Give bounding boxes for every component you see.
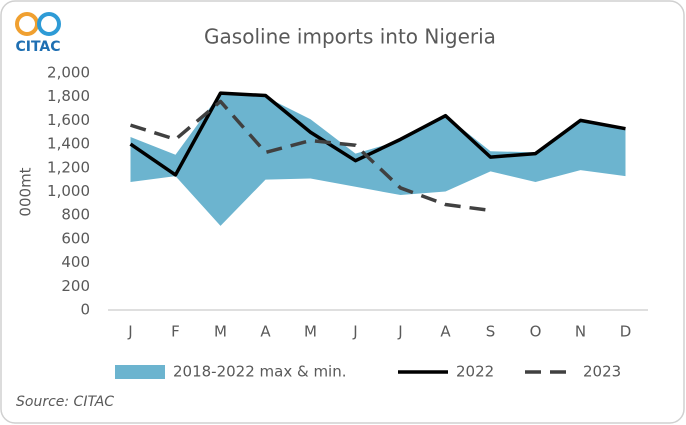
y-tick-label: 800 — [61, 206, 90, 224]
x-tick-label: J — [127, 323, 132, 341]
y-tick-label: 400 — [61, 253, 90, 271]
x-tick-label: M — [304, 323, 317, 341]
y-tick-label: 1,000 — [47, 182, 90, 200]
x-tick-label: D — [620, 323, 632, 341]
y-tick-label: 600 — [61, 229, 90, 247]
y-tick-label: 1,800 — [47, 87, 90, 105]
x-tick-label: A — [260, 323, 271, 341]
legend-label: 2018-2022 max & min. — [173, 363, 347, 381]
x-tick-label: S — [486, 323, 496, 341]
logo-text: CITAC — [15, 39, 60, 55]
source: Source: CITAC — [16, 394, 114, 410]
x-tick-label: J — [352, 323, 357, 341]
y-tick-label: 1,200 — [47, 158, 90, 176]
y-tick-label: 1,600 — [47, 111, 90, 129]
y-tick-label: 2,000 — [47, 64, 90, 82]
x-tick-label: F — [171, 323, 180, 341]
x-tick-label: O — [530, 323, 542, 341]
x-tick-label: A — [440, 323, 451, 341]
x-tick-label: J — [397, 323, 402, 341]
x-tick-label: N — [575, 323, 586, 341]
legend-swatch — [115, 365, 165, 379]
logo-rings — [15, 12, 61, 36]
range-band — [130, 93, 626, 226]
y-tick-label: 1,400 — [47, 135, 90, 153]
y-tick-label: 200 — [61, 277, 90, 295]
line-series — [129, 91, 626, 177]
line-series — [129, 99, 491, 213]
chart-title: Gasoline imports into Nigeria — [204, 25, 496, 49]
legend-label: 2023 — [583, 363, 621, 381]
x-tick-label: M — [214, 323, 227, 341]
legend-label: 2022 — [456, 363, 494, 381]
y-tick-label: 0 — [80, 301, 90, 319]
y-axis-label: 000mt — [17, 167, 35, 216]
